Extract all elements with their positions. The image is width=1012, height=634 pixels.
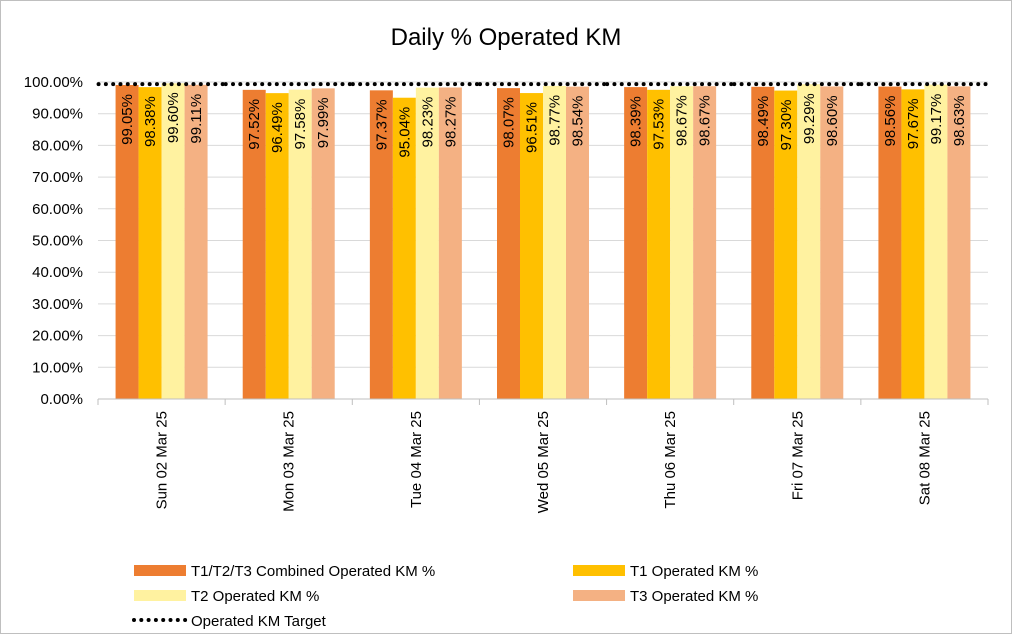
- bar: [497, 88, 520, 399]
- data-label: 97.99%: [315, 97, 332, 148]
- data-label: 99.05%: [119, 94, 136, 145]
- bar: [438, 87, 462, 399]
- data-label: 98.54%: [570, 96, 587, 147]
- bar: [161, 83, 185, 399]
- y-tick-label: 30.00%: [32, 296, 83, 313]
- y-tick-label: 40.00%: [32, 264, 83, 281]
- x-category-label: Tue 04 Mar 25: [408, 411, 425, 508]
- bar: [566, 86, 589, 399]
- y-tick-label: 80.00%: [32, 137, 83, 154]
- legend-swatch: [573, 565, 625, 576]
- legend-label: T1/T2/T3 Combined Operated KM %: [191, 563, 435, 580]
- bar: [820, 86, 844, 400]
- data-label: 99.60%: [165, 92, 182, 143]
- legend-swatch: [573, 590, 625, 601]
- bars: 99.05% 98.38% 99.60% 99.11% 97.52% 96.49% 97.5…: [115, 83, 971, 400]
- legend-label: Operated KM Target: [191, 613, 327, 630]
- data-label: 98.39%: [628, 96, 645, 147]
- data-label: 98.77%: [547, 95, 564, 146]
- bar: [751, 86, 775, 400]
- legend-swatch: [134, 590, 186, 601]
- data-label: 96.49%: [269, 102, 286, 153]
- data-label: 98.27%: [442, 96, 459, 147]
- data-label: 98.07%: [501, 97, 518, 148]
- x-axis-categories: Sun 02 Mar 25 Mon 03 Mar 25 Tue 04 Mar 25 W…: [154, 411, 934, 513]
- legend: T1/T2/T3 Combined Operated KM % T1 Operat…: [132, 563, 758, 630]
- bar: [369, 90, 393, 399]
- data-label: 99.11%: [188, 94, 205, 144]
- bar: [878, 86, 902, 400]
- bar: [670, 86, 694, 400]
- data-label: 99.17%: [928, 94, 945, 145]
- bar: [520, 93, 543, 400]
- bar: [647, 89, 671, 400]
- x-category-label: Mon 03 Mar 25: [281, 411, 298, 512]
- bar: [924, 84, 948, 399]
- bar: [115, 85, 139, 399]
- x-category-label: Sun 02 Mar 25: [154, 411, 171, 509]
- bar: [138, 87, 162, 399]
- y-tick-label: 70.00%: [32, 169, 83, 186]
- y-axis-ticks: 0.00% 10.00% 20.00% 30.00% 40.00% 50.00% 60.00…: [24, 74, 83, 408]
- bar: [265, 93, 289, 399]
- data-label: 97.53%: [651, 99, 668, 150]
- bar: [901, 89, 925, 399]
- bar: [774, 90, 798, 400]
- x-category-label: Sat 08 Mar 25: [916, 411, 933, 505]
- data-label: 98.49%: [755, 96, 772, 147]
- data-label: 99.29%: [801, 93, 818, 144]
- y-tick-label: 60.00%: [32, 201, 83, 218]
- y-tick-label: 20.00%: [32, 328, 83, 345]
- bar: [311, 88, 335, 399]
- data-label: 98.38%: [142, 96, 159, 147]
- data-label: 97.67%: [905, 98, 922, 149]
- y-tick-label: 100.00%: [24, 74, 83, 91]
- y-tick-label: 50.00%: [32, 233, 83, 250]
- bar: [415, 87, 439, 399]
- y-tick-label: 0.00%: [40, 391, 83, 408]
- legend-label: T3 Operated KM %: [630, 588, 758, 605]
- data-label: 97.52%: [246, 99, 263, 150]
- bar: [797, 84, 821, 399]
- data-label: 98.67%: [697, 95, 714, 146]
- data-label: 96.51%: [524, 102, 541, 153]
- chart-title: Daily % Operated KM: [391, 24, 622, 51]
- bar: [242, 89, 266, 399]
- bar: [392, 97, 416, 399]
- data-label: 98.63%: [951, 95, 968, 146]
- bar: [543, 85, 566, 399]
- data-label: 97.58%: [292, 99, 309, 150]
- x-axis: [97, 398, 989, 405]
- data-label: 98.67%: [674, 95, 691, 146]
- y-tick-label: 10.00%: [32, 359, 83, 376]
- bar: [184, 84, 208, 400]
- bar: [947, 86, 971, 400]
- data-label: 98.56%: [882, 96, 899, 147]
- bar: [288, 89, 312, 400]
- x-category-label: Wed 05 Mar 25: [535, 411, 552, 513]
- x-category-label: Fri 07 Mar 25: [789, 411, 806, 500]
- legend-label: T1 Operated KM %: [630, 563, 758, 580]
- data-label: 97.30%: [778, 100, 795, 151]
- y-tick-label: 90.00%: [32, 106, 83, 123]
- data-label: 95.04%: [396, 107, 413, 158]
- data-label: 98.60%: [824, 95, 841, 146]
- legend-label: T2 Operated KM %: [191, 588, 319, 605]
- data-label: 97.37%: [373, 99, 390, 150]
- data-label: 98.23%: [419, 97, 436, 148]
- bar: [624, 87, 648, 399]
- bar: [693, 86, 717, 400]
- legend-swatch: [134, 565, 186, 576]
- x-category-label: Thu 06 Mar 25: [662, 411, 679, 509]
